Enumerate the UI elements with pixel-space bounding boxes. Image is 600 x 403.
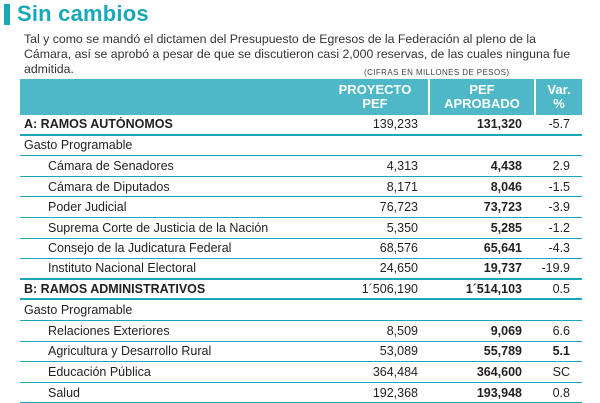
row-aprobado: 4,438 <box>490 158 522 173</box>
row-proyecto: 364,484 <box>372 364 418 379</box>
table-row: Consejo de la Judicatura Federal 68,576 … <box>20 239 582 260</box>
table-row: Suprema Corte de Justicia de la Nación 5… <box>20 218 582 239</box>
row-label: Cámara de Senadores <box>48 158 174 173</box>
row-label: Cámara de Diputados <box>48 179 170 194</box>
row-proyecto: 139,233 <box>372 117 418 132</box>
row-aprobado: 73,723 <box>483 200 522 215</box>
row-aprobado: 5,285 <box>490 220 522 235</box>
row-var: -1.2 <box>548 220 570 235</box>
row-label: Instituto Nacional Electoral <box>48 261 196 276</box>
row-proyecto: 192,368 <box>372 385 418 400</box>
row-var: -19.9 <box>541 261 571 276</box>
row-var: 0.8 <box>552 385 570 400</box>
row-aprobado: 19,737 <box>483 261 522 276</box>
row-var: -4.3 <box>548 241 570 256</box>
row-label: Salud <box>48 385 80 400</box>
page-title: Sin cambios <box>17 1 149 26</box>
table-row-group: Gasto Programable <box>20 300 582 321</box>
row-proyecto: 24,650 <box>379 261 418 276</box>
row-label: Gasto Programable <box>24 138 133 153</box>
row-label: Consejo de la Judicatura Federal <box>48 241 232 256</box>
row-aprobado: 55,789 <box>483 344 522 359</box>
row-var: -1.5 <box>548 179 570 194</box>
header-label-cell <box>20 79 322 115</box>
row-aprobado: 8,046 <box>490 179 522 194</box>
row-label: Relaciones Exteriores <box>48 323 170 338</box>
row-var: -5.7 <box>548 117 570 132</box>
row-proyecto: 4,313 <box>386 158 418 173</box>
row-aprobado: 193,948 <box>476 385 522 400</box>
row-var: 2.9 <box>552 158 570 173</box>
row-label: Poder Judicial <box>48 200 127 215</box>
row-proyecto: 53,089 <box>379 344 418 359</box>
row-aprobado: 65,641 <box>483 241 522 256</box>
row-label: Suprema Corte de Justicia de la Nación <box>48 220 269 235</box>
row-var: 6.6 <box>552 323 570 338</box>
row-label: A: RAMOS AUTÓNOMOS <box>24 117 173 132</box>
row-label: Agricultura y Desarrollo Rural <box>48 344 212 359</box>
row-proyecto: 68,576 <box>379 241 418 256</box>
units-note: (Cifras en millones de pesos) <box>364 68 510 77</box>
row-var: 0.5 <box>552 282 570 297</box>
title-accent-bar <box>4 4 10 25</box>
row-aprobado: 1´514,103 <box>465 282 522 297</box>
row-var: SC <box>552 364 570 379</box>
table-row-section: B: RAMOS ADMINISTRATIVOS 1´506,190 1´514… <box>20 280 582 301</box>
row-var: -3.9 <box>548 200 570 215</box>
row-aprobado: 131,320 <box>476 117 522 132</box>
row-proyecto: 5,350 <box>386 220 418 235</box>
table-row: Cámara de Senadores 4,313 4,438 2.9 <box>20 156 582 177</box>
table-row: Relaciones Exteriores 8,509 9,069 6.6 <box>20 321 582 342</box>
table-row: Instituto Nacional Electoral 24,650 19,7… <box>20 259 582 280</box>
table-row: Agricultura y Desarrollo Rural 53,089 55… <box>20 342 582 363</box>
row-proyecto: 76,723 <box>379 200 418 215</box>
header-proyecto-pef: PROYECTO PEF <box>338 82 412 111</box>
row-label: Gasto Programable <box>24 303 133 318</box>
row-var: 5.1 <box>552 344 570 359</box>
table-row: Educación Pública 364,484 364,600 SC <box>20 362 582 383</box>
row-label: Educación Pública <box>48 364 151 379</box>
row-proyecto: 1´506,190 <box>361 282 418 297</box>
row-aprobado: 364,600 <box>476 364 522 379</box>
table-row-group: Gasto Programable <box>20 136 582 157</box>
table-row: Cámara de Diputados 8,171 8,046 -1.5 <box>20 177 582 198</box>
row-proyecto: 8,171 <box>386 179 418 194</box>
header-pef-aprobado: PEF APROBADO <box>428 79 534 115</box>
table-header: PROYECTO PEF PEF APROBADO Var.% <box>20 79 582 115</box>
table-row: Poder Judicial 76,723 73,723 -3.9 <box>20 197 582 218</box>
row-label: B: RAMOS ADMINISTRATIVOS <box>24 282 206 297</box>
intro-paragraph: Tal y como se mandó el dictamen del Pres… <box>24 32 571 76</box>
table-row-section: A: RAMOS AUTÓNOMOS 139,233 131,320 -5.7 <box>20 115 582 136</box>
budget-table: PROYECTO PEF PEF APROBADO Var.% A: RAMOS A… <box>20 79 582 403</box>
row-aprobado: 9,069 <box>490 323 522 338</box>
row-proyecto: 8,509 <box>386 323 418 338</box>
header-variacion: Var.% <box>534 79 582 115</box>
